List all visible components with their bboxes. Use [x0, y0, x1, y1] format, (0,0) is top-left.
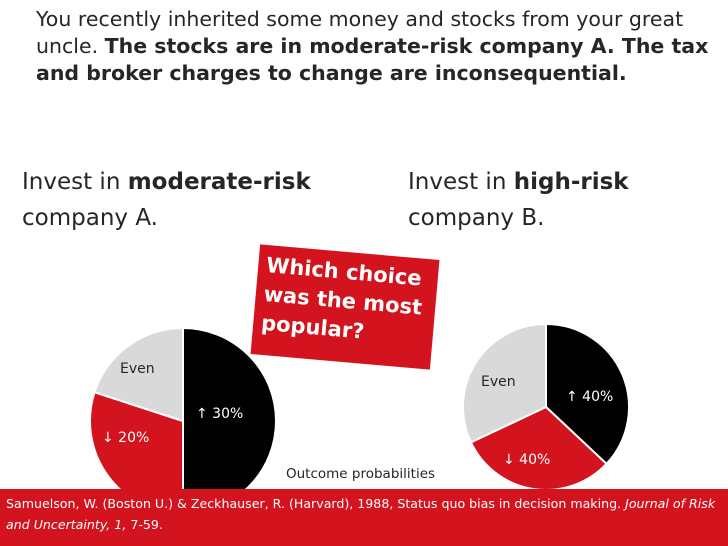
option-a-suffix: company A. — [22, 205, 158, 231]
intro-bold-text: The stocks are in moderate-risk company … — [36, 34, 709, 85]
pie-chart-b — [462, 322, 630, 491]
option-b: Invest in high-risk company B. — [408, 164, 708, 236]
pie-a-down-label: ↓ 20% — [102, 430, 150, 446]
option-a-prefix: Invest in — [22, 169, 128, 195]
intro-plain-text: You recently inherited some money and st… — [36, 7, 684, 58]
pie-b-even-label: Even — [481, 374, 516, 390]
option-a: Invest in moderate-risk company A. — [22, 164, 362, 236]
intro-paragraph: You recently inherited some money and st… — [36, 6, 716, 87]
outcome-caption: Outcome probabilities — [286, 466, 436, 482]
option-a-emphasis: moderate-risk — [127, 169, 311, 195]
pie-b-up-label: ↑ 40% — [566, 389, 614, 405]
pie-chart-a — [89, 326, 277, 516]
reference-pages: 7-59. — [130, 517, 163, 532]
reference-journal: Journal of Risk and Uncertainty, 1, — [6, 496, 716, 532]
pie-a-slice-even — [93, 326, 184, 423]
reference-text: Samuelson, W. (Boston U.) & Zeckhauser, … — [6, 496, 622, 511]
pie-b-slice-up — [545, 322, 630, 466]
reference-bar: Samuelson, W. (Boston U.) & Zeckhauser, … — [0, 489, 728, 546]
option-b-emphasis: high-risk — [513, 169, 629, 195]
pie-b-down-label: ↓ 40% — [503, 452, 551, 468]
callout-question-text: Which choice was the most popular? — [260, 253, 424, 344]
reference-citation: Samuelson, W. (Boston U.) & Zeckhauser, … — [6, 493, 722, 535]
pie-a-up-label: ↑ 30% — [196, 406, 244, 422]
option-b-suffix: company B. — [408, 205, 545, 231]
option-b-prefix: Invest in — [408, 169, 514, 195]
pie-b-slice-even — [462, 322, 547, 444]
pie-a-even-label: Even — [120, 361, 155, 377]
callout-question-box: Which choice was the most popular? — [250, 244, 440, 370]
pie-b-slice-down — [469, 405, 608, 491]
